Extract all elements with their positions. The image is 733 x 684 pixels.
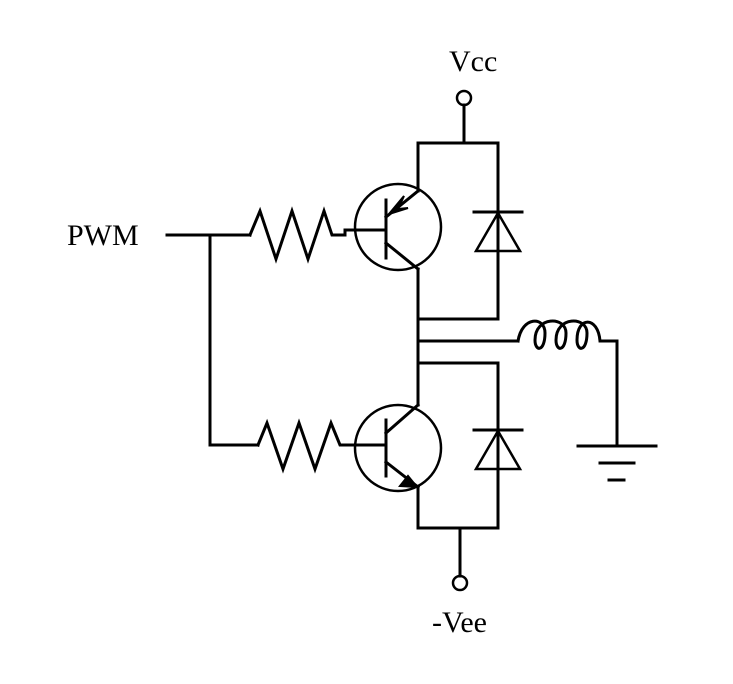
vee-terminal: [451, 526, 469, 592]
lower-base-resistor: [256, 418, 358, 474]
pwm-label: PWM: [67, 219, 139, 252]
upper-diode: [472, 210, 524, 253]
pnp-emitter-arrow: [386, 195, 409, 216]
inductor-coil: [516, 319, 619, 448]
output-stage-wiring: [416, 141, 520, 530]
upper-pnp-transistor: [353, 182, 443, 272]
ground-icon: [576, 444, 658, 482]
vee-label: -Vee: [432, 606, 487, 639]
lower-diode: [472, 428, 524, 471]
vcc-terminal: [455, 89, 473, 145]
npn-emitter-arrow: [398, 474, 420, 489]
pwm-input-wiring: [165, 233, 260, 447]
vcc-label: Vcc: [449, 45, 497, 78]
upper-base-resistor: [248, 206, 358, 264]
lower-npn-transistor: [353, 402, 443, 493]
